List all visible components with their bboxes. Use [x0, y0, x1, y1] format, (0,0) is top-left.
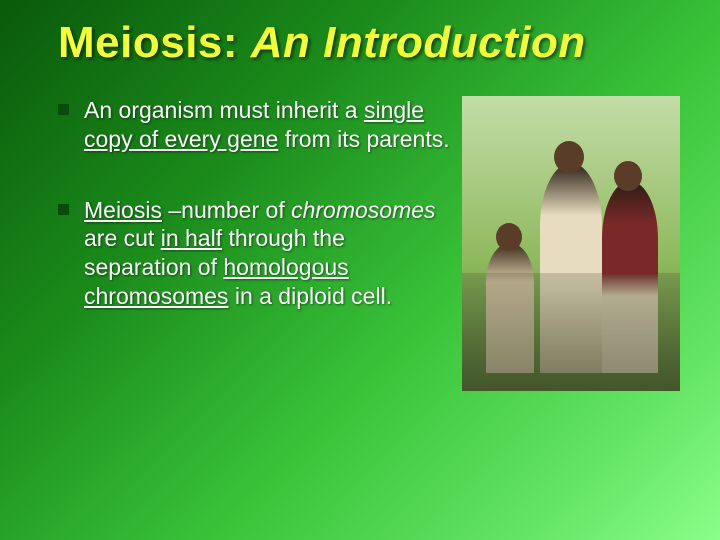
bullet-list: An organism must inherit a single copy o…	[58, 96, 452, 391]
bullet-segment: An organism must inherit a	[84, 97, 364, 123]
bullet-segment: in half	[161, 225, 222, 251]
head-woman	[614, 161, 642, 191]
figure-child	[486, 243, 534, 373]
title-prefix: Meiosis:	[58, 18, 251, 67]
content-row: An organism must inherit a single copy o…	[58, 96, 680, 391]
family-walking-photo	[462, 96, 680, 391]
bullet-segment: Meiosis	[84, 197, 162, 223]
bullet-segment: from its parents.	[278, 126, 449, 152]
bullet-segment: chromosomes	[291, 197, 435, 223]
title-italic: An Introduction	[251, 18, 586, 67]
bullet-item: Meiosis –number of chromosomes are cut i…	[58, 196, 452, 311]
figure-woman	[602, 181, 658, 373]
head-man	[554, 141, 584, 173]
slide-title: Meiosis: An Introduction	[58, 18, 680, 68]
head-child	[496, 223, 522, 251]
slide: Meiosis: An Introduction An organism mus…	[0, 0, 720, 540]
bullet-item: An organism must inherit a single copy o…	[58, 96, 452, 154]
bullet-segment: in a diploid cell.	[228, 283, 392, 309]
figure-man	[540, 163, 602, 373]
bullet-segment: –number of	[162, 197, 291, 223]
bullet-segment: are cut	[84, 225, 161, 251]
